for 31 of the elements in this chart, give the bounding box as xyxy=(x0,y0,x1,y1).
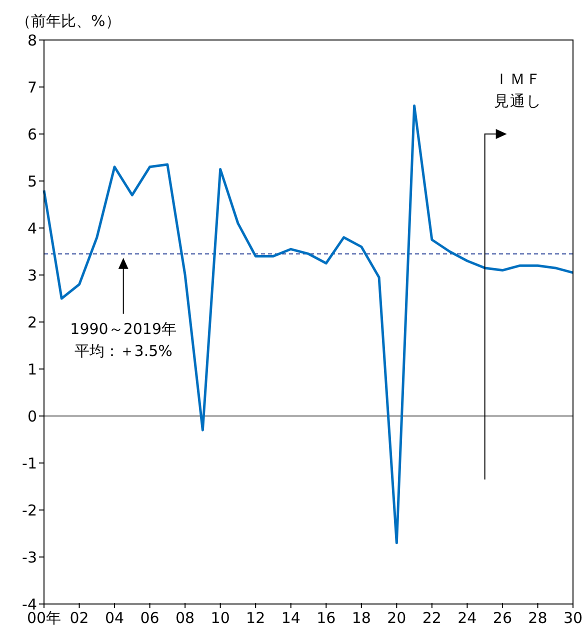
y-tick-label: 7 xyxy=(27,78,37,96)
y-tick-label: -3 xyxy=(22,548,37,566)
x-tick-label: 22 xyxy=(422,609,442,627)
y-tick-label: 8 xyxy=(27,31,37,50)
y-tick-label: 0 xyxy=(27,407,37,426)
y-tick-label: 1 xyxy=(27,360,37,378)
x-tick-label: 28 xyxy=(528,609,548,627)
x-tick-label: 18 xyxy=(352,609,371,627)
y-axis-title: （前年比、%） xyxy=(16,12,120,30)
x-tick-label: 20 xyxy=(387,609,406,627)
x-tick-label: 10 xyxy=(210,609,230,627)
x-tick-label: 00年 xyxy=(26,609,62,627)
y-tick-label: 3 xyxy=(27,266,37,284)
y-tick-label: 5 xyxy=(27,172,37,190)
x-tick-label: 26 xyxy=(492,609,512,627)
x-tick-label: 16 xyxy=(316,609,336,627)
x-tick-label: 04 xyxy=(104,609,124,627)
x-tick-label: 06 xyxy=(140,609,160,627)
x-tick-label: 30 xyxy=(563,609,583,627)
y-tick-label: -2 xyxy=(22,501,37,520)
x-tick-label: 02 xyxy=(70,609,89,627)
x-tick-label: 14 xyxy=(281,609,300,627)
annotation: 1990～2019年平均：＋3.5% xyxy=(69,318,178,362)
x-tick-label: 08 xyxy=(176,609,195,627)
x-tick-label: 12 xyxy=(246,609,266,627)
y-tick-label: 6 xyxy=(27,125,37,144)
y-tick-label: 2 xyxy=(27,313,37,332)
y-tick-label: -1 xyxy=(22,454,37,472)
x-tick-label: 24 xyxy=(458,609,477,627)
annotation: ＩＭＦ見通し xyxy=(492,69,543,112)
y-tick-label: 4 xyxy=(27,219,37,238)
